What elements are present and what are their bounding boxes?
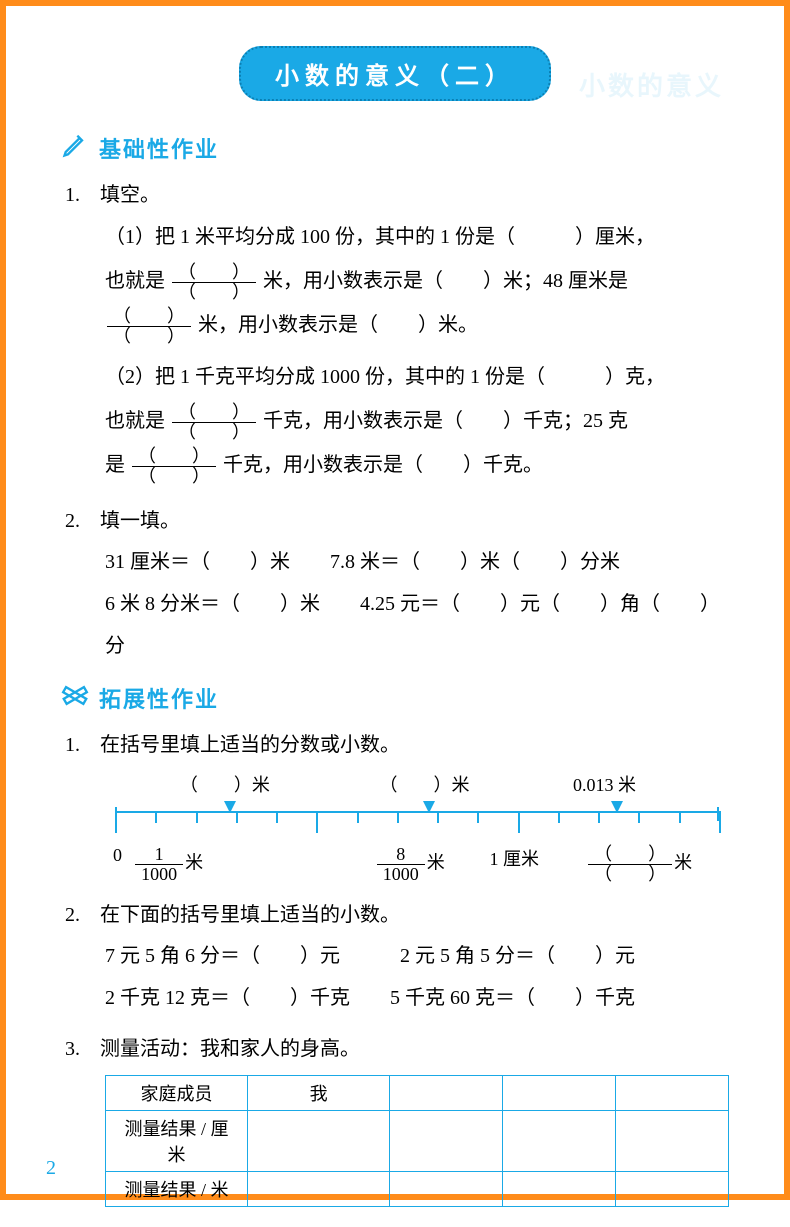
frac-top: （ ）	[132, 447, 216, 467]
table-row: 测量结果 / 米	[106, 1172, 729, 1207]
cell: 测量结果 / 米	[106, 1172, 248, 1207]
tick	[679, 811, 681, 823]
cell	[390, 1172, 503, 1207]
basic-q2-l1: 31 厘米＝（ ）米 7.8 米＝（ ）米（ ）分米	[105, 541, 729, 583]
tick	[236, 811, 238, 823]
measure-table: 家庭成员 我 测量结果 / 厘米 测量结果 / 米	[105, 1075, 729, 1207]
ruler-1cm: 1 厘米	[489, 845, 539, 871]
tick	[276, 811, 278, 823]
ruler-top-label: 0.013 米	[573, 771, 636, 797]
text: 米，用小数表示是（ ）米；48 厘米是	[263, 270, 628, 292]
basic-q2-head: 2. 填一填。	[65, 501, 729, 541]
ruler-bottom-labels: 0 11000米 81000米 1 厘米 （ ）（ ）米	[115, 845, 719, 885]
text: 也就是	[105, 410, 165, 432]
number-line-diagram: （ ）米 （ ）米 0.013 米 0 11000米 81000米 1 厘米 （ ）（ ）米	[105, 771, 729, 885]
fraction-blank: （ ） （ ）	[107, 307, 191, 346]
frac-bot: （ ）	[107, 327, 191, 346]
ext-q2-l1: 7 元 5 角 6 分＝（ ）元 2 元 5 角 5 分＝（ ）元	[105, 935, 729, 977]
tick	[558, 811, 560, 823]
page-content: 小数的意义 小数的意义（二） 基础性作业 1. 填空。 （1）把 1 米平均分成…	[6, 6, 784, 1227]
cell: 家庭成员	[106, 1076, 248, 1111]
cell	[503, 1111, 616, 1172]
tick	[518, 811, 520, 833]
cell	[503, 1172, 616, 1207]
fraction-blank: （ ） （ ）	[172, 403, 256, 442]
title-wrap: 小数的意义（二）	[61, 46, 729, 101]
cell	[248, 1111, 390, 1172]
ruler-bottom-label: 81000米	[375, 845, 445, 884]
frac-top: （ ）	[172, 263, 256, 283]
basic-q1-1a: （1）把 1 米平均分成 100 份，其中的 1 份是（ ）厘米，	[105, 215, 729, 259]
section-basic-head: 基础性作业	[61, 131, 729, 165]
ruler-bottom-label: （ ）（ ）米	[586, 845, 692, 884]
cell	[616, 1111, 729, 1172]
cell	[248, 1172, 390, 1207]
basic-q1-2b: 也就是 （ ） （ ） 千克，用小数表示是（ ）千克；25 克	[105, 399, 729, 443]
tick	[397, 811, 399, 823]
ext-q1-head: 1. 在括号里填上适当的分数或小数。	[65, 725, 729, 765]
tick	[437, 811, 439, 823]
section-ext-label: 拓展性作业	[99, 682, 219, 714]
text: 是	[105, 454, 125, 476]
tick	[196, 811, 198, 823]
ext-q2-l2: 2 千克 12 克＝（ ）千克 5 千克 60 克＝（ ）千克	[105, 977, 729, 1019]
cell: 我	[248, 1076, 390, 1111]
text: 千克，用小数表示是（ ）千克；25 克	[263, 410, 628, 432]
section-basic-label: 基础性作业	[99, 132, 219, 164]
basic-q1-2c: 是 （ ） （ ） 千克，用小数表示是（ ）千克。	[105, 443, 729, 487]
table-row: 测量结果 / 厘米	[106, 1111, 729, 1172]
fraction-blank: （ ） （ ）	[132, 447, 216, 486]
frac-top: （ ）	[107, 307, 191, 327]
frac-top: （ ）	[172, 403, 256, 423]
ruler-zero: 0	[113, 845, 122, 866]
tick	[316, 811, 318, 833]
text: 米，用小数表示是（ ）米。	[198, 314, 478, 336]
basic-q2-l2: 6 米 8 分米＝（ ）米 4.25 元＝（ ）元（ ）角（ ）分	[105, 583, 729, 667]
ruler-top-labels: （ ）米 （ ）米 0.013 米	[105, 771, 729, 811]
ruler-cross-icon	[61, 681, 89, 715]
tick	[638, 811, 640, 823]
cell	[390, 1111, 503, 1172]
tick	[155, 811, 157, 823]
tick	[115, 811, 117, 833]
tick	[598, 811, 600, 823]
cell	[616, 1076, 729, 1111]
table-row: 家庭成员 我	[106, 1076, 729, 1111]
ruler-bottom-label: 11000米	[133, 845, 203, 884]
cell	[390, 1076, 503, 1111]
tick	[477, 811, 479, 823]
cell	[503, 1076, 616, 1111]
text: 也就是	[105, 270, 165, 292]
frac-bot: （ ）	[172, 283, 256, 302]
text: 千克，用小数表示是（ ）千克。	[223, 454, 543, 476]
ruler-top-label: （ ）米	[180, 771, 270, 797]
ext-q2-head: 2. 在下面的括号里填上适当的小数。	[65, 895, 729, 935]
fraction-blank: （ ） （ ）	[172, 263, 256, 302]
tick	[719, 811, 721, 833]
ruler-top-label: （ ）米	[380, 771, 470, 797]
basic-q1-head: 1. 填空。	[65, 175, 729, 215]
cell: 测量结果 / 厘米	[106, 1111, 248, 1172]
tick	[357, 811, 359, 823]
basic-q1-2a: （2）把 1 千克平均分成 1000 份，其中的 1 份是（ ）克，	[105, 355, 729, 399]
page-title: 小数的意义（二）	[239, 46, 551, 101]
cell	[616, 1172, 729, 1207]
frac-bot: （ ）	[172, 423, 256, 442]
pencil-icon	[61, 131, 89, 165]
basic-q1-1c: （ ） （ ） 米，用小数表示是（ ）米。	[105, 303, 729, 347]
ruler-line	[115, 811, 719, 845]
basic-q1-1b: 也就是 （ ） （ ） 米，用小数表示是（ ）米；48 厘米是	[105, 259, 729, 303]
section-ext-head: 拓展性作业	[61, 681, 729, 715]
ext-q3-head: 3. 测量活动：我和家人的身高。	[65, 1029, 729, 1069]
frac-bot: （ ）	[132, 467, 216, 486]
page-number: 2	[46, 1157, 56, 1180]
